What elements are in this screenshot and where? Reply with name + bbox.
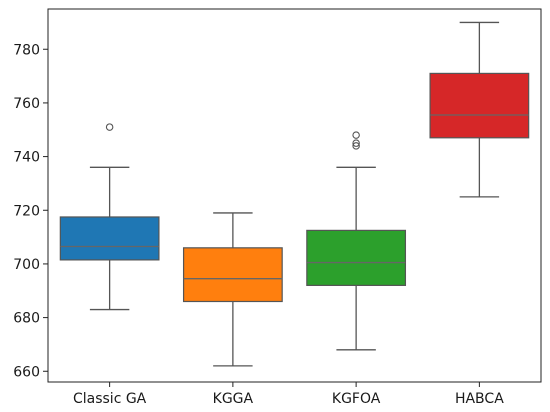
- outlier-point: [105, 123, 114, 131]
- x-axis: Classic GA KGGA KGFOA HABCA: [73, 382, 504, 407]
- y-tick-label: 700: [13, 257, 40, 273]
- y-tick-label: 780: [13, 42, 40, 58]
- x-tick-label: HABCA: [455, 391, 504, 407]
- plot-area: [59, 21, 530, 367]
- outlier-point: [352, 131, 360, 139]
- x-tick-label: KGFOA: [332, 391, 381, 407]
- iqr-box: [182, 247, 283, 303]
- box-group-kgga: [182, 212, 283, 367]
- x-tick-label: KGGA: [213, 391, 254, 407]
- iqr-box: [429, 72, 530, 139]
- y-tick-label: 720: [13, 203, 40, 219]
- plot-frame: [47, 8, 542, 383]
- iqr-box: [59, 216, 160, 261]
- y-axis: 660 680 700 720 740 760 780: [13, 42, 48, 380]
- y-tick-label: 760: [13, 96, 40, 112]
- iqr-box: [306, 229, 407, 286]
- x-tick-label: Classic GA: [73, 391, 147, 407]
- y-tick-label: 680: [13, 311, 40, 327]
- outlier-point: [352, 139, 360, 147]
- outlier-point: [352, 142, 360, 150]
- box-group-habca: [429, 21, 530, 198]
- box-group-kgfoa: [306, 131, 407, 351]
- y-tick-label: 740: [13, 150, 40, 166]
- box-group-classic-ga: [59, 123, 160, 311]
- y-tick-label: 660: [13, 364, 40, 380]
